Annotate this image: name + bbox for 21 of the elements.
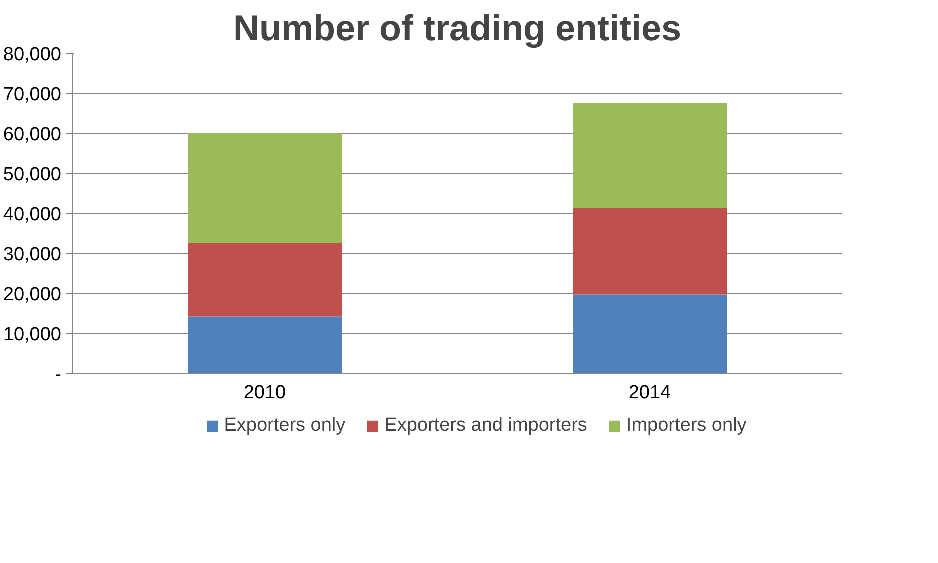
y-tick-label: 50,000 (3, 164, 62, 186)
y-tick-label: 10,000 (3, 324, 62, 346)
x-tick-label: 2014 (628, 382, 672, 404)
legend-label: Exporters and importers (384, 415, 588, 437)
y-tick-label: 30,000 (3, 244, 62, 266)
chart-title: Number of trading entities (233, 8, 682, 48)
bar (188, 316, 342, 374)
bar (573, 294, 727, 374)
y-tick-label: 40,000 (3, 204, 62, 226)
x-tick-label: 2010 (244, 382, 286, 404)
y-tick-label: 80,000 (3, 44, 62, 66)
y-tick-label: 70,000 (3, 84, 62, 106)
y-tick-label: - (55, 364, 62, 386)
y-tick-label: 20,000 (3, 284, 62, 306)
bar (573, 103, 727, 208)
bar (188, 243, 342, 317)
bar (188, 134, 342, 244)
legend-label: Importers only (626, 415, 747, 437)
legend-label: Exporters only (224, 415, 346, 437)
bar (573, 208, 727, 295)
y-tick-label: 60,000 (3, 124, 62, 146)
